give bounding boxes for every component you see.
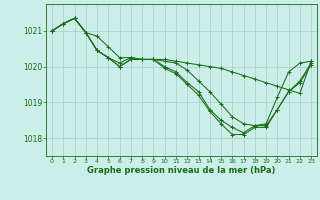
X-axis label: Graphe pression niveau de la mer (hPa): Graphe pression niveau de la mer (hPa) xyxy=(87,166,276,175)
